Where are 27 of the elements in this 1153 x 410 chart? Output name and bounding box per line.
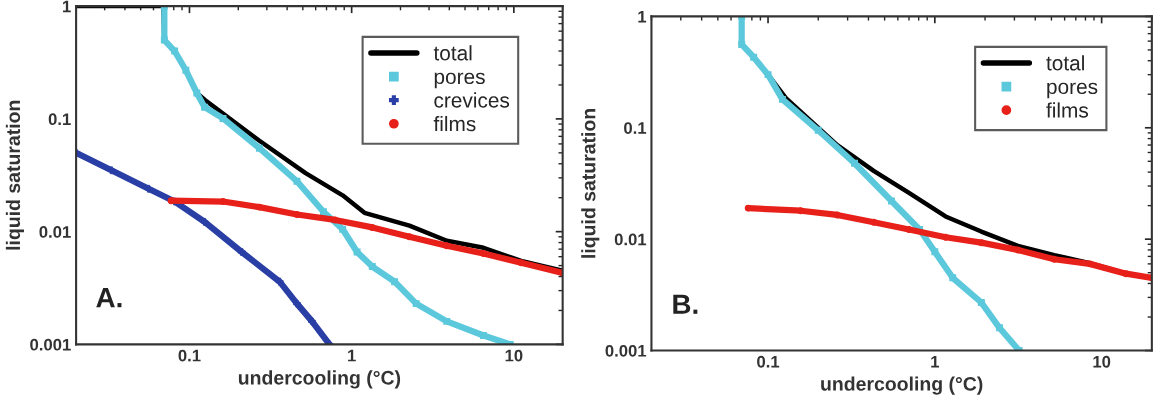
legend-label: total [433, 45, 472, 61]
x-tick-label: 0.1 [178, 349, 201, 362]
x-tick-label: 0.1 [757, 355, 780, 368]
y-axis-title: liquid saturation [5, 100, 24, 250]
x-axis-title: undercooling (°C) [238, 370, 401, 389]
legend-label: total [1046, 55, 1084, 71]
y-tick-label: 0.1 [624, 122, 647, 134]
x-tick-label: 1 [348, 349, 356, 362]
annotation: B. [673, 294, 698, 314]
y-axis-title: liquid saturation [581, 109, 600, 258]
y-tick-label: 0.01 [39, 226, 71, 238]
y-tick-label: 1 [63, 0, 71, 13]
x-axis-title: undercooling (°C) [821, 376, 983, 395]
legend-label: crevices [434, 92, 510, 108]
y-tick-label: 0.001 [605, 344, 647, 357]
legend-label: films [1046, 102, 1089, 118]
legend-label: pores [434, 72, 485, 89]
y-tick-label: 0.01 [614, 233, 647, 246]
y-tick-label: 0.1 [48, 113, 71, 126]
x-tick-label: 1 [931, 356, 939, 368]
annotation: A. [96, 288, 122, 308]
x-tick-label: 10 [505, 349, 523, 362]
y-tick-label: 1 [638, 10, 647, 23]
legend-label: films [433, 115, 476, 132]
y-tick-label: 0.001 [30, 338, 71, 351]
legend-label: pores [1047, 82, 1098, 99]
x-tick-label: 10 [1093, 355, 1111, 368]
